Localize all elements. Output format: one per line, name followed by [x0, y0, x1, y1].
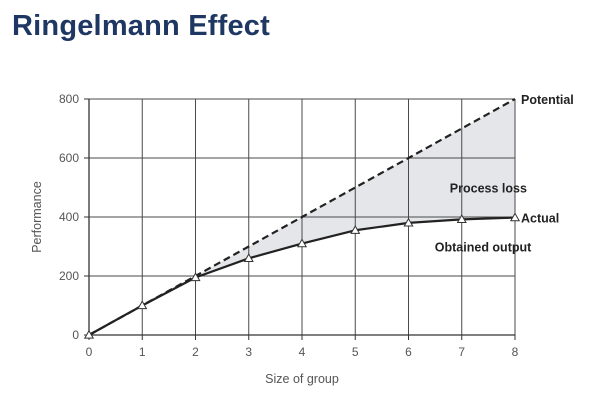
annotation-potential: Potential: [521, 93, 574, 107]
axes: [84, 98, 516, 340]
x-tick-label: 6: [405, 345, 412, 359]
y-tick-label: 600: [59, 151, 79, 165]
actual-point: [190, 272, 201, 282]
tick-labels: 0 1 2 3 4 5 6 7 8 0 200 400 600 800 Size of group Perfo…: [30, 92, 519, 386]
actual-point: [509, 212, 521, 222]
slide-title: Ringelmann Effect: [12, 10, 270, 42]
actual-point: [456, 214, 467, 224]
series-layer: [83, 98, 521, 339]
y-tick-label: 400: [59, 210, 79, 224]
x-tick-label: 0: [86, 345, 93, 359]
y-tick-label: 800: [59, 92, 79, 106]
x-tick-label: 1: [139, 345, 146, 359]
x-tick-label: 8: [512, 345, 519, 359]
actual-point: [137, 300, 148, 310]
x-tick-label: 2: [192, 345, 199, 359]
x-tick-label: 4: [299, 345, 306, 359]
actual-point: [243, 253, 254, 262]
y-tick-label: 200: [59, 269, 79, 283]
x-tick-label: 5: [352, 345, 359, 359]
x-tick-label: 7: [458, 345, 465, 359]
actual-point: [83, 329, 95, 339]
annotation-obtained-output: Obtained output: [435, 241, 532, 255]
annotation-process-loss: Process loss: [450, 182, 527, 196]
actual-point: [350, 225, 361, 234]
y-tick-label: 0: [72, 328, 79, 342]
x-tick-label: 3: [245, 345, 252, 359]
annotation-labels: Potential Actual Process loss Obtained outp…: [435, 93, 574, 255]
actual-point: [403, 217, 414, 227]
y-axis-title: Performance: [30, 181, 44, 253]
actual-point: [296, 238, 308, 248]
annotation-actual: Actual: [521, 212, 559, 226]
x-axis-title: Size of group: [265, 372, 339, 386]
